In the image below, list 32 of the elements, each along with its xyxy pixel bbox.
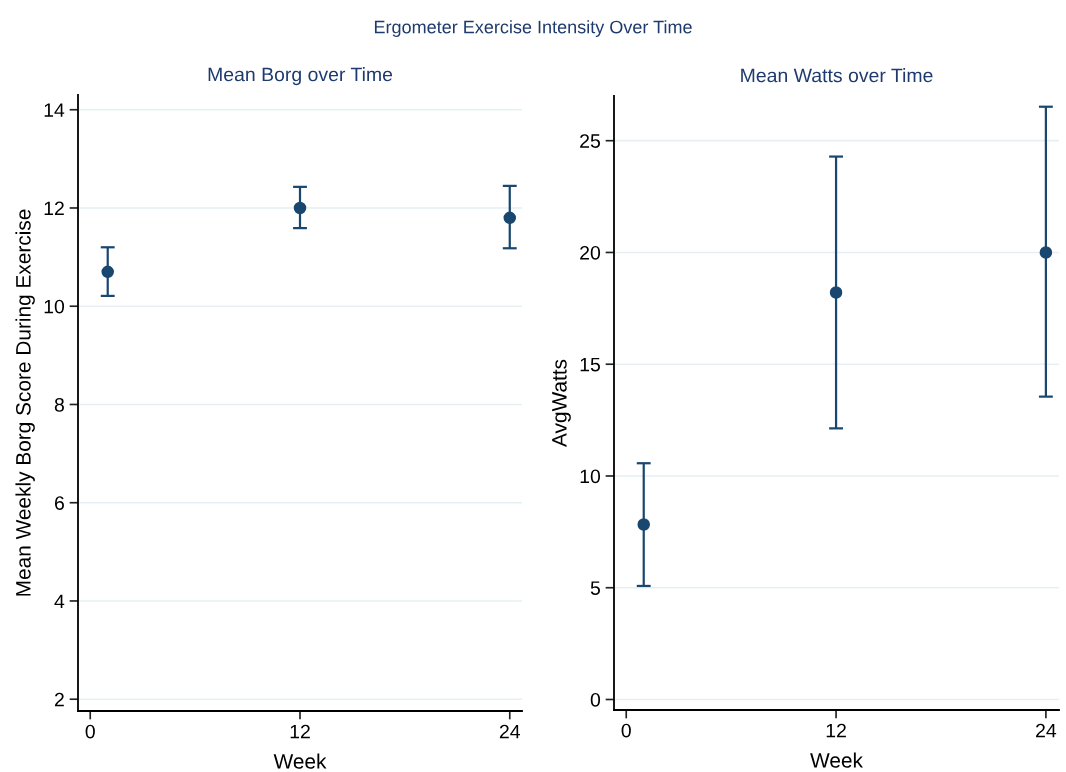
y-axis-title: AvgWatts [552,359,571,447]
y-tick-label: 25 [580,134,600,148]
x-tick-label: 12 [290,724,310,739]
x-tick-label: 12 [826,723,846,738]
y-tick-label: 4 [54,594,65,609]
chart-title: Mean Watts over Time [741,68,933,83]
point [829,286,843,299]
y-tick-label: 8 [54,397,64,412]
x-axis-title: Week [810,752,863,768]
y-tick-label: 2 [54,692,64,707]
y-tick-label: 5 [590,581,600,595]
y-tick-label: 14 [44,103,65,117]
y-tick-label: 10 [44,299,65,314]
x-tick-label: 24 [499,724,521,739]
y-tick-label: 6 [54,496,64,510]
x-tick-label: 24 [1036,723,1057,738]
y-tick-label: 0 [590,692,601,707]
x-tick-label: 0 [85,724,95,739]
y-tick-label: 20 [580,245,601,260]
y-tick-label: 15 [580,357,600,372]
x-axis-title: Week [273,753,327,769]
x-tick-label: 0 [621,723,631,738]
chart-title: Mean Borg over Time [208,67,393,86]
text: Ergometer Exercise Intensity Over Time [374,20,692,37]
point [637,518,650,531]
y-tick-label: 12 [44,201,64,216]
point [293,201,307,215]
y-tick-label: 10 [580,469,601,484]
point [101,265,114,279]
point [1039,246,1053,259]
y-axis-title: Mean Weekly Borg Score During Exercise [15,209,35,596]
point [503,211,517,225]
